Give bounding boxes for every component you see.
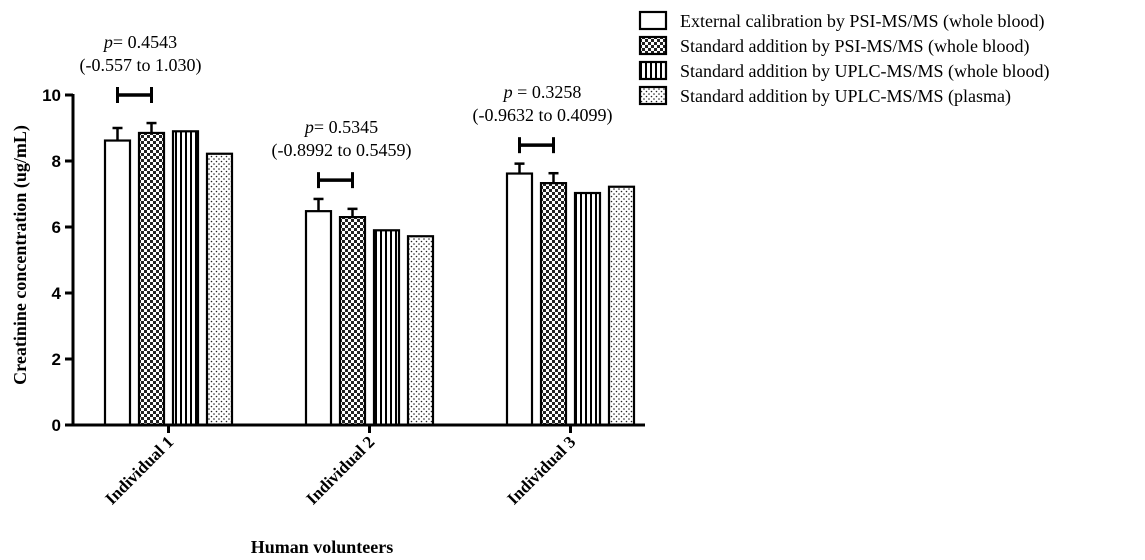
- x-tick-label: Individual 2: [302, 432, 378, 508]
- bar: [539, 182, 568, 427]
- error-bars-layer: [112, 121, 559, 218]
- y-axis-title: Creatinine concentration (ug/mL): [10, 125, 31, 385]
- y-tick-label: 4: [52, 284, 62, 303]
- p-value-label: p= 0.5345: [303, 117, 378, 137]
- annotations-layer: (-0.557 to 1.030) p= 0.4543 (-0.8992 to 0.…: [80, 32, 613, 189]
- y-tick-label: 0: [52, 416, 61, 435]
- legend: External calibration by PSI-MS/MS (whole…: [638, 10, 1050, 107]
- legend-swatch: [638, 60, 668, 81]
- bars-layer: [103, 130, 636, 427]
- legend-swatch: [638, 10, 668, 31]
- x-axis-title: Human volunteers: [251, 537, 394, 557]
- legend-swatch: [638, 85, 668, 106]
- bar: [338, 216, 367, 427]
- legend-label: Standard addition by PSI-MS/MS (whole bl…: [680, 36, 1030, 57]
- x-tick-label: Individual 1: [101, 432, 177, 508]
- confidence-interval-label: (-0.8992 to 0.5459): [272, 140, 412, 161]
- bar: [137, 131, 166, 427]
- bar: [573, 191, 602, 427]
- bar: [505, 172, 534, 427]
- confidence-interval-label: (-0.9632 to 0.4099): [473, 105, 613, 126]
- legend-label: Standard addition by UPLC-MS/MS (plasma): [680, 86, 1011, 107]
- bar: [205, 152, 234, 427]
- legend-swatch: [638, 35, 668, 56]
- legend-label: External calibration by PSI-MS/MS (whole…: [680, 11, 1044, 32]
- y-tick-label: 8: [52, 152, 61, 171]
- bar: [406, 235, 435, 427]
- bar: [103, 139, 132, 427]
- x-axis: Individual 1 Individual 2 Individual 3: [71, 423, 645, 508]
- x-tick-label: Individual 3: [503, 432, 579, 508]
- bar: [607, 185, 636, 427]
- legend-label: Standard addition by UPLC-MS/MS (whole b…: [680, 61, 1050, 82]
- bar: [372, 229, 401, 427]
- bar: [171, 130, 200, 427]
- y-tick-label: 6: [52, 218, 61, 237]
- p-value-label: p = 0.3258: [502, 82, 582, 102]
- y-tick-label: 10: [42, 86, 61, 105]
- bar: [304, 210, 333, 427]
- confidence-interval-label: (-0.557 to 1.030): [80, 55, 202, 76]
- p-value-label: p= 0.4543: [102, 32, 177, 52]
- y-axis: 0 2 4 6 8 10: [42, 86, 75, 435]
- y-tick-label: 2: [52, 350, 61, 369]
